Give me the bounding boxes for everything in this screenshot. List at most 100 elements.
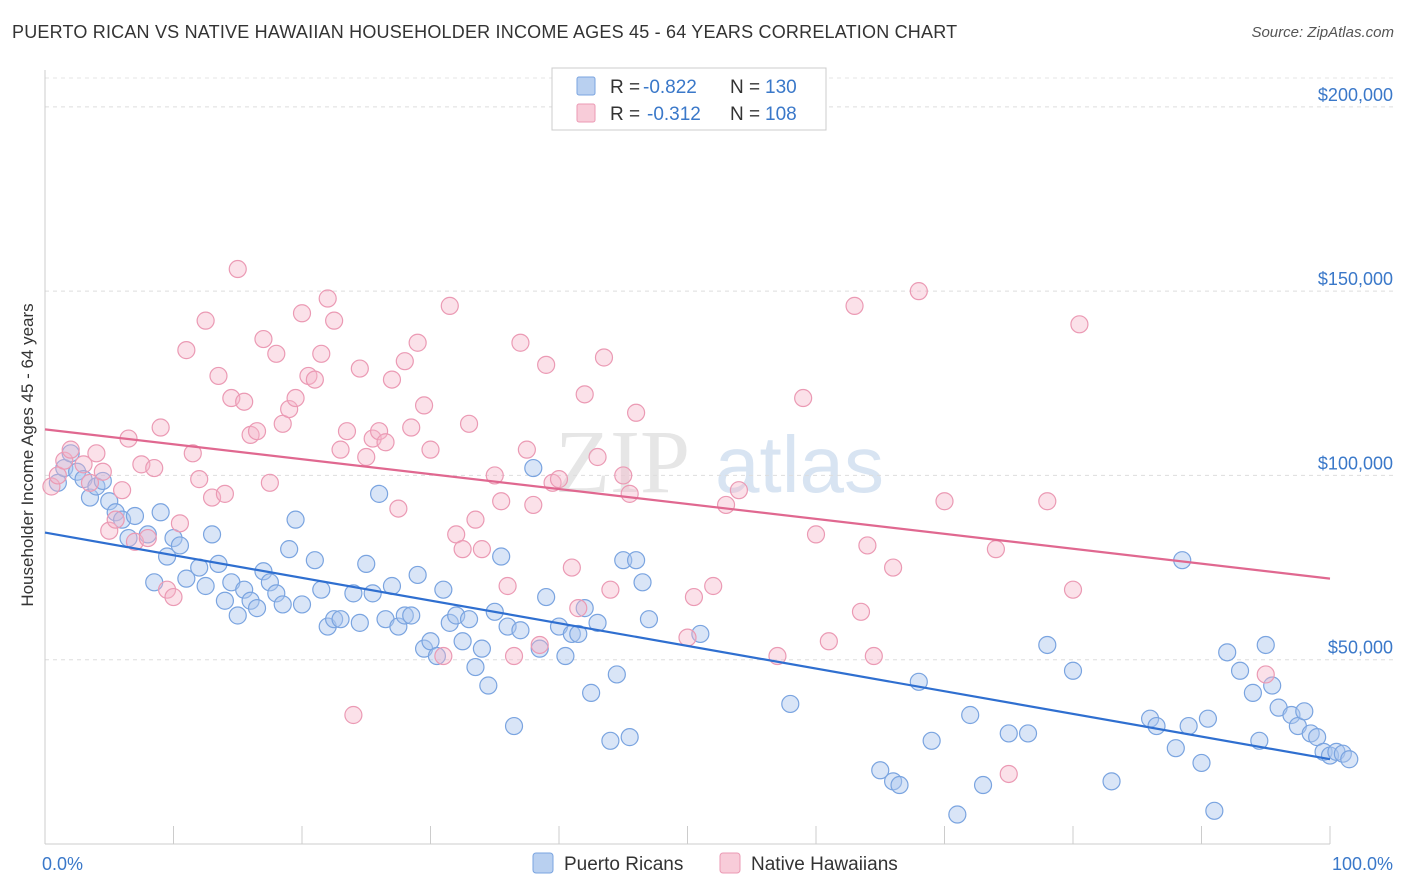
point-0-80 (607, 665, 626, 684)
point-1-43 (325, 311, 344, 330)
point-1-55 (402, 418, 421, 437)
source-label: Source: ZipAtlas.com (1251, 24, 1394, 41)
point-1-85 (626, 403, 646, 422)
point-1-107 (1256, 665, 1275, 684)
point-0-81 (614, 551, 633, 570)
point-1-20 (177, 341, 196, 360)
legend-box (551, 67, 827, 131)
y-tick-label-3: $200,000 (1318, 85, 1393, 105)
point-0-59 (453, 632, 472, 651)
point-1-96 (851, 602, 871, 621)
x-tick-labels: 0.0% 100.0% (42, 854, 1393, 874)
axes (44, 70, 1331, 845)
point-0-45 (363, 584, 382, 603)
point-1-45 (337, 422, 357, 441)
point-0-35 (286, 510, 305, 529)
point-0-125 (1340, 750, 1359, 769)
point-1-104 (1038, 492, 1057, 511)
point-1-80 (588, 447, 607, 467)
point-1-95 (845, 296, 864, 315)
point-0-21 (196, 576, 215, 596)
point-1-6 (87, 444, 106, 463)
legend-r-value-0: -0.822 (643, 77, 697, 98)
point-0-57 (440, 613, 459, 632)
point-1-77 (562, 558, 581, 577)
point-0-77 (582, 683, 601, 702)
point-0-114 (1263, 676, 1282, 695)
point-1-26 (215, 484, 234, 503)
point-0-60 (459, 610, 479, 629)
point-0-12 (125, 506, 145, 526)
point-1-69 (504, 646, 524, 666)
point-1-50 (370, 422, 389, 441)
point-0-27 (235, 580, 254, 599)
x-tick-label-0: 0.0% (42, 854, 83, 874)
point-0-29 (247, 599, 267, 618)
point-1-0 (42, 477, 61, 496)
legend-r-value-1: -0.312 (647, 104, 701, 125)
point-0-97 (1018, 724, 1038, 743)
point-1-68 (498, 576, 517, 596)
point-1-25 (209, 366, 228, 386)
point-1-72 (524, 495, 543, 515)
point-0-9 (106, 503, 125, 522)
point-0-38 (312, 580, 331, 599)
point-0-3 (68, 462, 87, 481)
x-tick-label-1: 100.0% (1332, 854, 1393, 874)
point-1-7 (93, 462, 112, 481)
point-0-26 (228, 606, 247, 625)
point-1-41 (312, 344, 331, 363)
point-1-73 (530, 635, 549, 655)
point-1-57 (414, 396, 434, 415)
point-0-65 (492, 547, 511, 566)
point-1-59 (434, 646, 453, 666)
point-0-76 (575, 599, 594, 618)
point-1-44 (331, 440, 350, 459)
point-0-83 (626, 551, 646, 570)
point-1-81 (594, 348, 614, 367)
point-0-85 (639, 610, 659, 629)
point-0-88 (871, 761, 890, 780)
point-1-82 (601, 580, 620, 599)
point-1-32 (254, 329, 273, 349)
legend-swatch-native-hawaiians (576, 103, 596, 123)
point-0-50 (395, 606, 414, 625)
point-0-90 (890, 775, 909, 795)
legend-n-value-1: 108 (765, 104, 797, 125)
point-1-14 (138, 528, 157, 548)
point-0-36 (292, 595, 312, 614)
point-0-107 (1198, 709, 1218, 728)
point-1-33 (260, 473, 279, 492)
bottom-legend-swatch-native-hawaiians (719, 852, 741, 874)
point-1-54 (395, 352, 414, 371)
point-0-61 (466, 657, 485, 677)
point-1-34 (267, 344, 286, 363)
point-1-8 (100, 521, 119, 540)
point-1-90 (729, 481, 749, 500)
point-0-8 (100, 492, 119, 511)
point-1-94 (819, 632, 838, 651)
point-1-19 (170, 514, 190, 533)
point-1-106 (1070, 315, 1089, 334)
legend-swatch-puerto-ricans (576, 76, 596, 96)
legend-n-label-0: N = (730, 77, 760, 98)
bottom-legend: Puerto Ricans Native Hawaiians (532, 852, 898, 875)
point-0-43 (350, 613, 369, 632)
trend-line-0 (44, 531, 1331, 761)
point-1-70 (511, 333, 530, 352)
point-0-49 (389, 617, 408, 636)
point-1-22 (190, 470, 209, 489)
y-tick-labels: $50,000 $100,000 $150,000 $200,000 (1318, 85, 1393, 658)
point-0-19 (177, 569, 196, 588)
point-0-71 (537, 587, 556, 607)
point-0-108 (1205, 801, 1224, 820)
point-0-95 (973, 775, 993, 795)
point-0-102 (1147, 716, 1166, 736)
point-1-51 (376, 433, 395, 452)
point-1-29 (235, 392, 254, 411)
point-1-15 (145, 458, 164, 478)
legend-n-value-0: 130 (765, 77, 797, 98)
point-1-63 (459, 414, 479, 433)
point-1-9 (106, 510, 125, 529)
point-0-105 (1179, 716, 1198, 736)
